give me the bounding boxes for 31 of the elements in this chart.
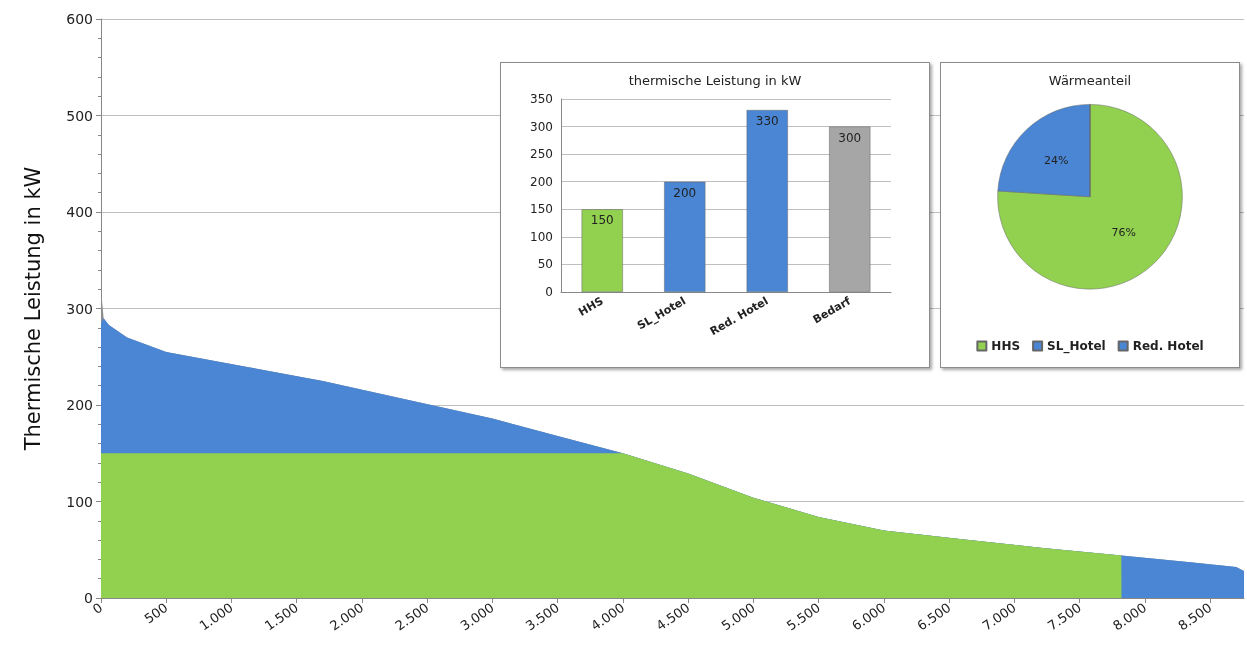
bar xyxy=(829,126,871,292)
data-label: 330 xyxy=(755,114,779,129)
y-axis-title: Thermische Leistung in kW xyxy=(20,166,45,452)
y-tick-label: 500 xyxy=(66,107,93,124)
y-tick-label: 250 xyxy=(530,147,553,162)
y-tick-label: 0 xyxy=(545,285,553,299)
bar xyxy=(746,110,788,292)
data-label: 200 xyxy=(673,185,697,200)
chart-title: thermische Leistung in kW xyxy=(628,73,802,88)
legend-label: HHS xyxy=(991,339,1021,353)
data-label: 76% xyxy=(1111,226,1136,240)
chart-title: Wärmeanteil xyxy=(1048,73,1132,88)
y-tick-label: 50 xyxy=(537,257,553,272)
y-tick-label: 150 xyxy=(530,202,553,217)
y-tick-label: 200 xyxy=(530,174,553,189)
legend-label: SL_Hotel xyxy=(1047,339,1106,354)
y-tick-label: 350 xyxy=(530,92,553,106)
x-tick-label: 500 xyxy=(141,599,171,627)
y-tick-label: 100 xyxy=(530,229,553,244)
y-tick-label: 100 xyxy=(66,493,93,510)
bar xyxy=(664,181,706,292)
data-label: 24% xyxy=(1044,154,1069,168)
y-tick-label: 300 xyxy=(66,300,93,317)
y-tick-label: 200 xyxy=(66,397,93,413)
y-tick-label: 600 xyxy=(66,11,93,27)
y-tick-label: 400 xyxy=(66,204,93,220)
y-tick-label: 300 xyxy=(530,119,553,134)
legend-label: Red. Hotel xyxy=(1132,339,1204,353)
bar xyxy=(581,209,623,292)
data-label: 300 xyxy=(838,130,862,145)
data-label: 150 xyxy=(590,213,614,228)
